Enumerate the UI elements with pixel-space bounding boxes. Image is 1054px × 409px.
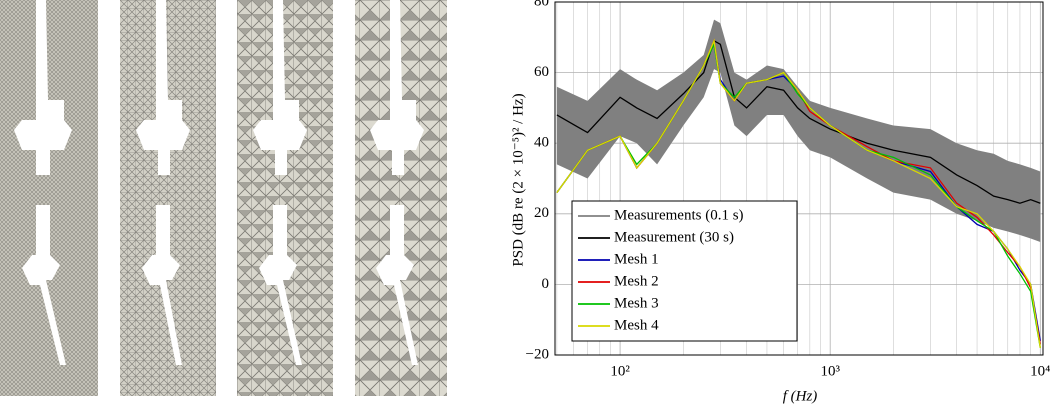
y-tick-label: 20 [534, 205, 549, 221]
y-tick-label: −20 [526, 346, 549, 362]
legend-label: Mesh 2 [614, 273, 659, 289]
legend-label: Mesh 4 [614, 317, 659, 333]
legend-label: Mesh 3 [614, 295, 659, 311]
mesh-3 [237, 0, 333, 396]
x-tick-label: 10⁴ [1030, 363, 1050, 379]
x-tick-label: 10³ [820, 363, 840, 379]
x-tick-label: 10² [610, 363, 630, 379]
legend-label: Mesh 1 [614, 251, 659, 267]
figure: f (Hz) PSD (dB re (2 × 10⁻⁵)² / Hz) 10² 1… [0, 0, 1054, 409]
chart: f (Hz) PSD (dB re (2 × 10⁻⁵)² / Hz) 10² 1… [510, 0, 1050, 404]
mesh-1 [0, 0, 98, 396]
legend-label: Measurement (30 s) [614, 229, 734, 245]
y-tick-label: 60 [534, 64, 549, 80]
mesh-images [0, 0, 447, 396]
y-tick-label: 40 [534, 135, 549, 151]
y-axis-label: PSD (dB re (2 × 10⁻⁵)² / Hz) [510, 93, 526, 266]
mesh-2 [120, 0, 216, 396]
x-axis-label: f (Hz) [783, 388, 818, 404]
y-tick-label: 80 [534, 0, 549, 9]
y-tick-label: 0 [542, 276, 550, 292]
legend-label: Measurements (0.1 s) [614, 207, 744, 223]
